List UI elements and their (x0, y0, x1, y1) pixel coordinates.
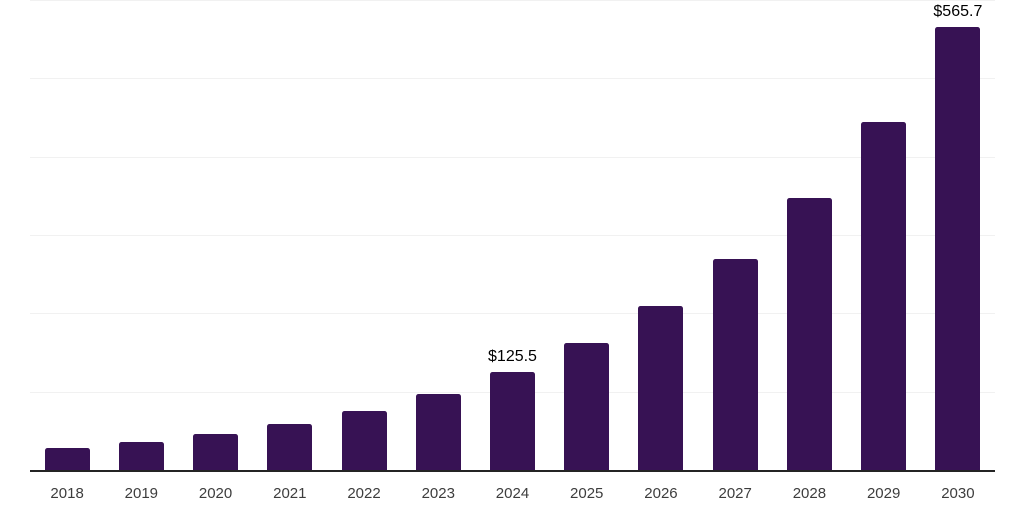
plot-area: $125.5 $565.7 (30, 0, 995, 470)
data-label-2024: $125.5 (488, 347, 537, 365)
data-label-2030: $565.7 (933, 2, 983, 20)
x-tick-label-2019: 2019 (124, 485, 159, 502)
x-tick-label-2020: 2020 (198, 485, 233, 502)
x-tick-label-2025: 2025 (570, 485, 604, 502)
bar-group-2025 (550, 342, 624, 470)
gridline-300 (30, 235, 995, 236)
x-tick-label-2023: 2023 (421, 485, 455, 502)
bar-group-2026 (624, 305, 698, 470)
x-tick-label-2030: 2030 (941, 485, 975, 502)
bar-2025 (564, 342, 610, 470)
x-tick-label-2018: 2018 (50, 485, 84, 502)
bar-group-2023 (401, 393, 475, 470)
bar-group-2020 (178, 434, 252, 470)
x-tick-label-2024: 2024 (495, 485, 530, 502)
bar-2026 (638, 305, 684, 470)
bar-2030 (935, 26, 981, 470)
gridline-600 (30, 0, 995, 1)
bar-group-2024: $125.5 (475, 348, 549, 470)
bar-group-2021 (253, 424, 327, 470)
bar-2028 (786, 198, 832, 470)
bar-group-2019 (104, 442, 178, 470)
bar-2018 (44, 448, 90, 470)
gridline-200 (30, 313, 995, 315)
bar-group-2029 (847, 122, 921, 470)
bar-2029 (861, 122, 907, 470)
bar-group-2027 (698, 258, 772, 470)
x-tick-label-2026: 2026 (644, 485, 678, 502)
bar-group-2028 (772, 198, 846, 470)
gridline-500 (30, 78, 995, 80)
bar-2019 (118, 442, 164, 470)
x-tick-label-2029: 2029 (866, 485, 901, 502)
bar-group-2022 (327, 410, 401, 470)
bar-group-2018 (30, 448, 104, 470)
x-tick-label-2028: 2028 (792, 485, 827, 502)
bar-group-2030: $565.7 (921, 3, 995, 470)
x-tick-label-2021: 2021 (273, 485, 307, 502)
bar-2023 (415, 393, 461, 470)
x-tick-label-2022: 2022 (347, 485, 381, 502)
gridline-400 (30, 156, 995, 158)
bar-2021 (267, 424, 313, 470)
x-tick-label-2027: 2027 (718, 485, 752, 502)
bar-2027 (712, 258, 758, 470)
bar-2020 (193, 434, 239, 470)
x-axis-line (30, 470, 995, 472)
bar-2024 (489, 371, 535, 470)
bar-2022 (341, 410, 387, 470)
